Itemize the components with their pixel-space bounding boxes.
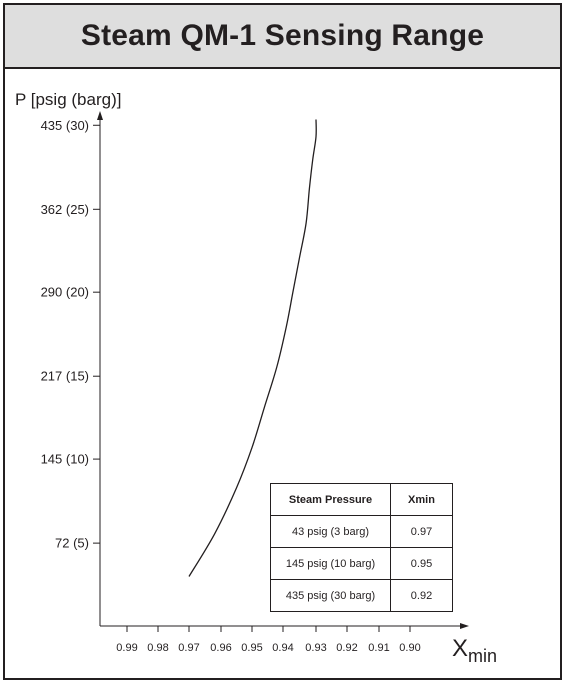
y-tick-label: 290 (20)	[41, 285, 89, 300]
y-ticks: 72 (5) 145 (10) 217 (15) 290 (20) 362 (25) 43…	[41, 118, 100, 551]
x-tick-label: 0.91	[368, 642, 389, 654]
table-cell-xmin: 0.92	[390, 579, 453, 612]
table-cell-pressure: 145 psig (10 barg)	[270, 547, 391, 580]
table-row: 145 psig (10 barg) 0.95	[270, 547, 453, 580]
table-cell-pressure: 435 psig (30 barg)	[270, 579, 391, 612]
y-axis-arrow	[97, 111, 103, 120]
x-axis-label-sub: min	[468, 646, 497, 666]
title-bar: Steam QM-1 Sensing Range	[5, 5, 560, 69]
x-tick-label: 0.90	[399, 642, 420, 654]
x-tick-label: 0.99	[116, 642, 137, 654]
y-tick-label: 145 (10)	[41, 452, 89, 467]
table-row: 435 psig (30 barg) 0.92	[270, 579, 453, 612]
y-tick-label: 217 (15)	[41, 369, 89, 384]
x-tick-label: 0.92	[336, 642, 357, 654]
table-header-row: Steam Pressure Xmin	[270, 483, 453, 516]
x-axis-arrow	[460, 623, 469, 629]
table-cell-xmin: 0.95	[390, 547, 453, 580]
x-ticks: 0.99 0.98 0.97 0.96 0.95 0.94 0.93 0.92 0.91 0.90	[116, 626, 421, 654]
x-tick-label: 0.95	[241, 642, 262, 654]
chart-title: Steam QM-1 Sensing Range	[80, 19, 485, 52]
x-tick-label: 0.97	[178, 642, 199, 654]
table-cell-xmin: 0.97	[390, 515, 453, 548]
x-axis-label-main: X	[452, 635, 468, 662]
y-tick-label: 362 (25)	[41, 202, 89, 217]
axes	[97, 111, 469, 629]
y-tick-label: 72 (5)	[55, 536, 89, 551]
x-tick-label: 0.98	[147, 642, 168, 654]
table-row: 43 psig (3 barg) 0.97	[270, 515, 453, 548]
steam-xmin-table: Steam Pressure Xmin 43 psig (3 barg) 0.9…	[270, 483, 453, 612]
table-cell-pressure: 43 psig (3 barg)	[270, 515, 391, 548]
x-tick-label: 0.94	[272, 642, 293, 654]
y-tick-label: 435 (30)	[41, 118, 89, 133]
table-header-pressure: Steam Pressure	[270, 483, 391, 516]
x-tick-label: 0.96	[210, 642, 231, 654]
y-axis-label: P [psig (barg)]	[15, 90, 121, 109]
x-tick-label: 0.93	[305, 642, 326, 654]
series-line	[188, 119, 317, 577]
series-group	[188, 119, 317, 577]
table-header-xmin: Xmin	[390, 483, 453, 516]
x-axis-label: Xmin	[452, 635, 497, 666]
